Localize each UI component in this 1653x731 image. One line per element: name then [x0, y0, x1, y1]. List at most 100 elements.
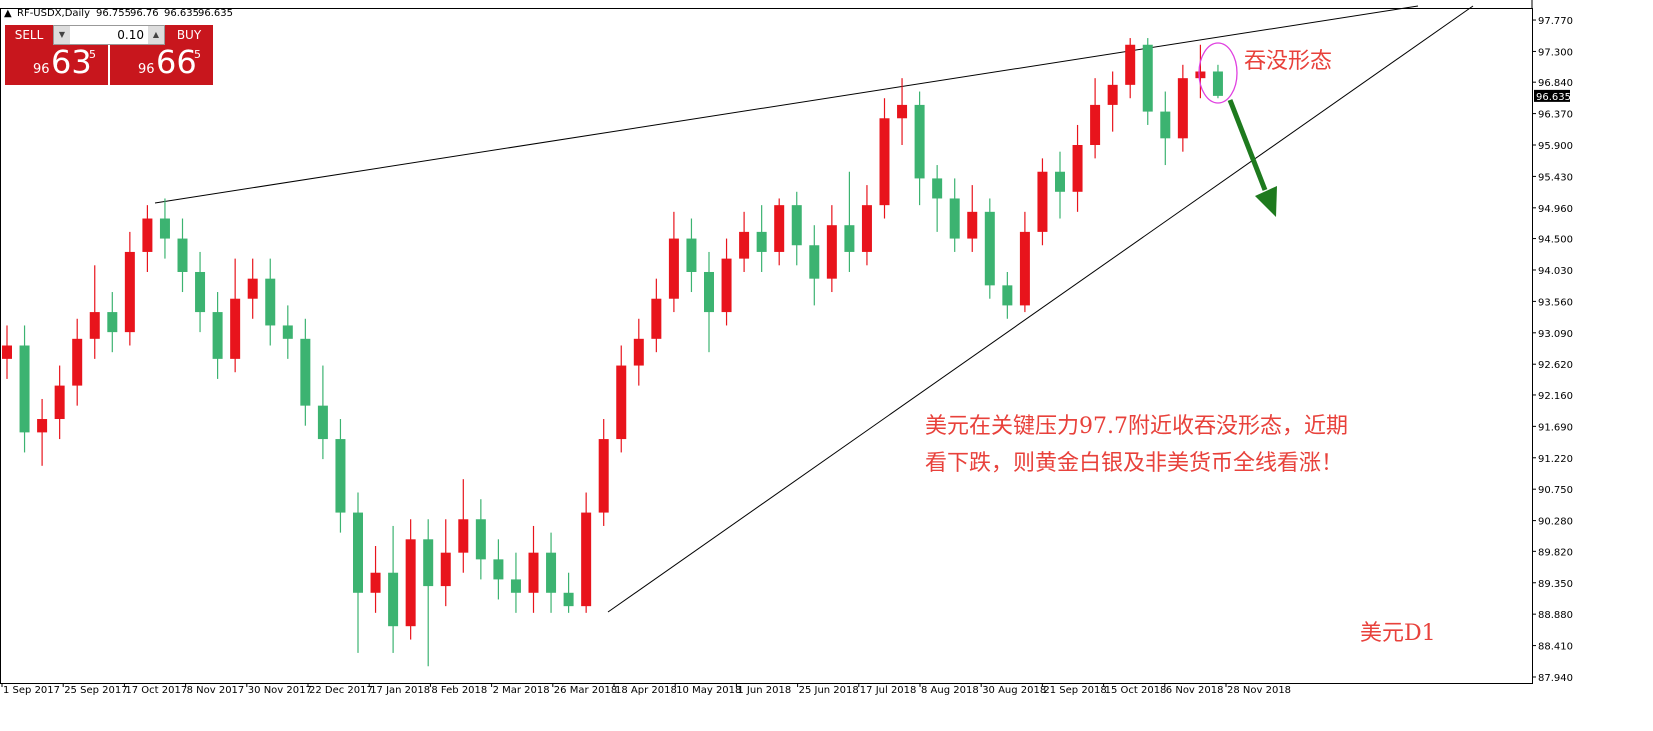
down-arrow-shaft — [1227, 99, 1268, 191]
y-tick-label: 88.410 — [1538, 642, 1573, 653]
price-pips: 63 — [51, 43, 92, 81]
candle-body — [563, 592, 574, 607]
pattern-circle — [1198, 42, 1238, 104]
sell-button[interactable]: SELL — [5, 25, 53, 45]
candle-body — [423, 539, 434, 587]
candle-body — [458, 519, 469, 553]
candle-body — [1212, 71, 1223, 96]
candle-body — [528, 552, 539, 593]
y-tick-label: 94.030 — [1538, 266, 1573, 277]
y-tick-label: 89.350 — [1538, 579, 1573, 590]
candle-body — [686, 238, 697, 272]
candle-body — [721, 258, 732, 313]
candle-body — [739, 231, 750, 259]
x-tick-label: 21 Sep 2018 — [1043, 685, 1106, 696]
candle-body — [826, 225, 837, 279]
candle-body — [633, 338, 644, 366]
down-arrow-head — [1255, 186, 1277, 217]
candle-body — [54, 385, 65, 420]
candle-body — [1002, 285, 1013, 306]
support-trendline — [607, 5, 1474, 613]
candle-body — [353, 512, 363, 593]
header-price: 96.635 — [164, 8, 199, 19]
candle-body — [89, 312, 100, 339]
candle-body — [598, 439, 609, 513]
candle-body — [124, 251, 135, 333]
candle-body — [932, 178, 943, 199]
candle-body — [510, 579, 521, 593]
candle-body — [440, 552, 451, 587]
candles — [2, 38, 1223, 667]
candle-body — [265, 278, 276, 326]
y-tick-label: 93.560 — [1538, 297, 1573, 308]
candle-body — [914, 104, 925, 179]
x-tick-label: 30 Nov 2017 — [248, 685, 312, 696]
y-tick-label: 87.940 — [1538, 673, 1573, 684]
y-tick-label: 91.220 — [1538, 454, 1573, 465]
price-pips: 66 — [156, 43, 197, 81]
candle-body — [809, 245, 820, 279]
candle-body — [581, 512, 592, 607]
buy-price[interactable]: 96 66 5 — [110, 43, 213, 85]
x-tick-label: 2 Mar 2018 — [493, 685, 550, 696]
candle-body — [212, 312, 223, 359]
candle-body — [1125, 44, 1136, 85]
candle-body — [546, 552, 557, 593]
y-tick-label: 92.620 — [1538, 360, 1573, 371]
candle-body — [177, 238, 188, 272]
candle-body — [72, 338, 83, 386]
y-tick-label: 91.690 — [1538, 422, 1573, 433]
candle-body — [1055, 171, 1065, 192]
lot-down[interactable]: ▼ — [54, 26, 70, 44]
candle-body — [1090, 104, 1101, 146]
y-tick-label: 95.430 — [1538, 172, 1573, 183]
y-tick-label: 93.090 — [1538, 329, 1573, 340]
sell-price[interactable]: 96 63 5 — [5, 43, 108, 85]
pattern-label: 吞没形态 — [1244, 49, 1332, 74]
candle-body — [230, 298, 241, 359]
candle-body — [335, 439, 346, 513]
x-tick-label: 6 Nov 2018 — [1166, 685, 1224, 696]
x-tick-label: 1 Jun 2018 — [737, 685, 791, 696]
comment-line: 看下跌，则黄金白银及非美货币全线看涨！ — [925, 451, 1343, 476]
x-tick-label: 8 Feb 2018 — [431, 685, 487, 696]
header-ohlc: 96.755 96.76 96.635 96.635 — [96, 8, 233, 19]
y-tick-label: 90.750 — [1538, 485, 1573, 496]
x-tick-label: 22 Dec 2017 — [309, 685, 373, 696]
y-tick-label: 90.280 — [1538, 517, 1573, 528]
lot-up[interactable]: ▲ — [148, 26, 164, 44]
candle-body — [967, 211, 978, 239]
candle-body — [1195, 71, 1206, 79]
candle-body — [1142, 44, 1153, 112]
candle-body — [897, 104, 908, 119]
timeframe-label: 美元D1 — [1360, 621, 1436, 646]
candle-body — [668, 238, 679, 299]
x-tick-label: 26 Mar 2018 — [554, 685, 617, 696]
candle-body — [300, 338, 311, 406]
candle-body — [159, 218, 170, 239]
candle-body — [37, 419, 48, 433]
candle-body — [861, 205, 872, 252]
y-tick-label: 89.820 — [1538, 547, 1573, 558]
candle-body — [19, 345, 30, 433]
lot-size[interactable]: 0.10 — [117, 28, 144, 42]
candle-body — [1177, 78, 1188, 139]
candle-body — [475, 519, 486, 560]
x-tick-label: 8 Nov 2017 — [187, 685, 245, 696]
candle-body — [142, 218, 153, 252]
buy-button[interactable]: BUY — [165, 25, 213, 45]
candle-body — [949, 198, 960, 239]
candle-body — [1037, 171, 1048, 232]
x-tick-label: 30 Aug 2018 — [982, 685, 1046, 696]
x-tick-label: 8 Aug 2018 — [921, 685, 979, 696]
candle-body — [370, 572, 381, 593]
price-fraction: 5 — [194, 48, 201, 61]
candle-body — [844, 225, 855, 252]
candle-body — [651, 298, 662, 339]
symbol-marker: ▲ — [4, 8, 12, 19]
x-tick-label: 25 Jun 2018 — [799, 685, 859, 696]
candle-body — [388, 572, 399, 627]
y-tick-label: 94.500 — [1538, 235, 1573, 246]
candle-body — [879, 118, 890, 206]
